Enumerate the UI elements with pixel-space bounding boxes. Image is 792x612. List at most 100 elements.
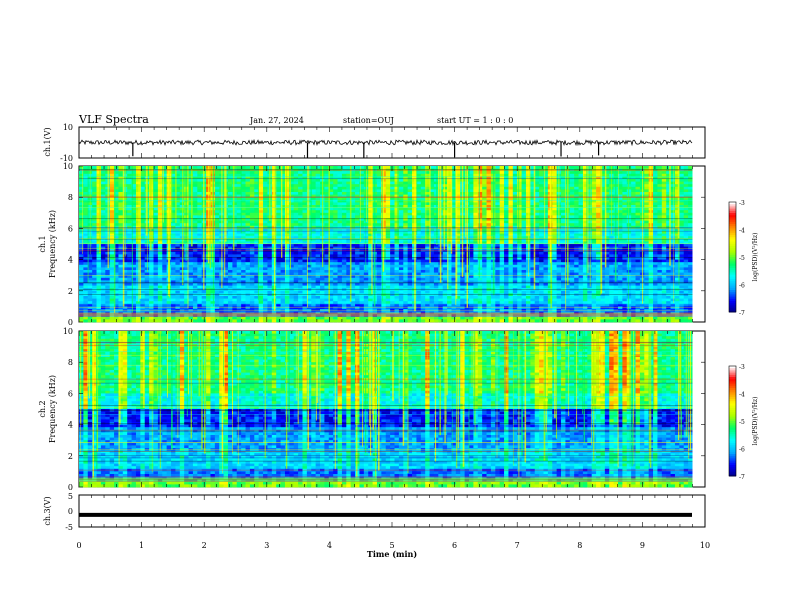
spectrogram-cell bbox=[175, 189, 181, 193]
spectrogram-cell bbox=[582, 212, 588, 216]
spectrogram-cell bbox=[442, 166, 448, 169]
spectrogram-cell bbox=[114, 251, 119, 255]
spectrogram-cell bbox=[403, 194, 409, 198]
spectrogram-cell bbox=[302, 228, 308, 232]
spectrogram-cell bbox=[451, 207, 457, 211]
spectrogram-cell bbox=[214, 181, 220, 185]
spectrogram-cell bbox=[140, 173, 146, 177]
spectrogram-cell bbox=[127, 228, 132, 232]
spectrogram-cell bbox=[324, 233, 330, 237]
spectrogram-cell bbox=[512, 233, 518, 237]
spectrogram-cell bbox=[617, 181, 623, 185]
spectrogram-cell bbox=[267, 238, 273, 242]
spectrogram-cell bbox=[561, 251, 566, 255]
spectrogram-cell bbox=[486, 251, 492, 255]
spectrogram-cell bbox=[390, 236, 395, 240]
spectrogram-cell bbox=[499, 251, 505, 255]
spectrogram-cell bbox=[245, 215, 251, 219]
spectrogram-cell bbox=[140, 236, 146, 240]
spectrogram-cell bbox=[79, 197, 84, 201]
spectrogram-cell bbox=[227, 166, 233, 169]
spectrogram-cell bbox=[153, 181, 159, 185]
spectrogram-cell bbox=[289, 220, 295, 224]
spectrogram-cell bbox=[171, 244, 176, 247]
spectrogram-cell bbox=[390, 238, 395, 242]
spectrogram-cell bbox=[644, 207, 650, 211]
spectrogram-cell bbox=[670, 205, 676, 208]
spectrogram-cell bbox=[552, 181, 558, 185]
spectrogram-cell bbox=[192, 179, 198, 182]
spectrogram-cell bbox=[486, 225, 492, 229]
spectrogram-cell bbox=[574, 179, 579, 182]
spectrogram-cell bbox=[635, 194, 641, 198]
spectrogram-cell bbox=[394, 197, 400, 201]
spectrogram-cell bbox=[508, 212, 514, 216]
spectrogram-cell bbox=[512, 176, 518, 180]
spectrogram-cell bbox=[683, 186, 689, 190]
spectrogram-cell bbox=[245, 254, 251, 258]
spectrogram-cell bbox=[626, 220, 632, 224]
spectrogram-cell bbox=[135, 173, 141, 177]
spectrogram-cell bbox=[359, 254, 365, 258]
spectrogram-cell bbox=[241, 194, 246, 198]
spectrogram-cell bbox=[666, 166, 671, 169]
spectrogram-cell bbox=[666, 199, 671, 203]
spectrogram-cell bbox=[157, 176, 163, 180]
spectrogram-cell bbox=[192, 244, 198, 247]
spectrogram-cell bbox=[398, 225, 404, 229]
spectrogram-cell bbox=[192, 207, 198, 211]
spectrogram-cell bbox=[192, 228, 198, 232]
spectrogram-cell bbox=[315, 244, 321, 247]
spectrogram-cell bbox=[346, 181, 352, 185]
spectrogram-cell bbox=[368, 192, 373, 195]
spectrogram-cell bbox=[315, 197, 321, 201]
spectrogram-cell bbox=[92, 181, 97, 185]
spectrogram-cell bbox=[683, 225, 689, 229]
spectrogram-cell bbox=[596, 184, 601, 188]
spectrogram-cell bbox=[578, 186, 584, 190]
spectrogram-cell bbox=[162, 171, 168, 175]
spectrogram-cell bbox=[249, 166, 255, 169]
spectrogram-cell bbox=[254, 225, 260, 229]
spectrogram-cell bbox=[140, 238, 146, 242]
spectrogram-cell bbox=[416, 173, 422, 177]
spectrogram-cell bbox=[482, 223, 487, 227]
spectrogram-cell bbox=[236, 166, 242, 169]
spectrogram-cell bbox=[534, 173, 540, 177]
spectrogram-cell bbox=[534, 251, 540, 255]
spectrogram-cell bbox=[473, 212, 479, 216]
spectrogram-cell bbox=[245, 194, 251, 198]
spectrogram-cell bbox=[482, 241, 487, 245]
spectrogram-cell bbox=[429, 173, 435, 177]
spectrogram-cell bbox=[666, 192, 671, 195]
spectrogram-cell bbox=[525, 241, 531, 245]
spectrogram-cell bbox=[311, 223, 317, 227]
spectrogram-cell bbox=[543, 199, 549, 203]
spectrogram-cell bbox=[175, 238, 181, 242]
spectrogram-cell bbox=[254, 223, 260, 227]
spectrogram-cell bbox=[499, 194, 505, 198]
spectrogram-cell bbox=[188, 254, 194, 258]
spectrogram-cell bbox=[298, 202, 303, 206]
spectrogram-cell bbox=[416, 192, 422, 195]
spectrogram-cell bbox=[236, 218, 242, 221]
spectrogram-cell bbox=[280, 181, 286, 185]
spectrogram-cell bbox=[197, 218, 203, 221]
spectrogram-cell bbox=[359, 225, 365, 229]
spectrogram-cell bbox=[534, 192, 540, 195]
spectrogram-cell bbox=[280, 192, 286, 195]
spectrogram-cell bbox=[258, 179, 264, 182]
spectrogram-cell bbox=[674, 231, 680, 234]
spectrogram-cell bbox=[499, 184, 505, 188]
spectrogram-cell bbox=[504, 210, 509, 214]
spectrogram-cell bbox=[376, 186, 382, 190]
spectrogram-cell bbox=[600, 186, 606, 190]
spectrogram-cell bbox=[622, 207, 628, 211]
spectrogram-cell bbox=[394, 238, 400, 242]
spectrogram-cell bbox=[631, 197, 636, 201]
spectrogram-cell bbox=[394, 179, 400, 182]
spectrogram-cell bbox=[512, 173, 518, 177]
spectrogram-cell bbox=[284, 194, 290, 198]
spectrogram-cell bbox=[679, 236, 685, 240]
spectrogram-cell bbox=[499, 171, 505, 175]
